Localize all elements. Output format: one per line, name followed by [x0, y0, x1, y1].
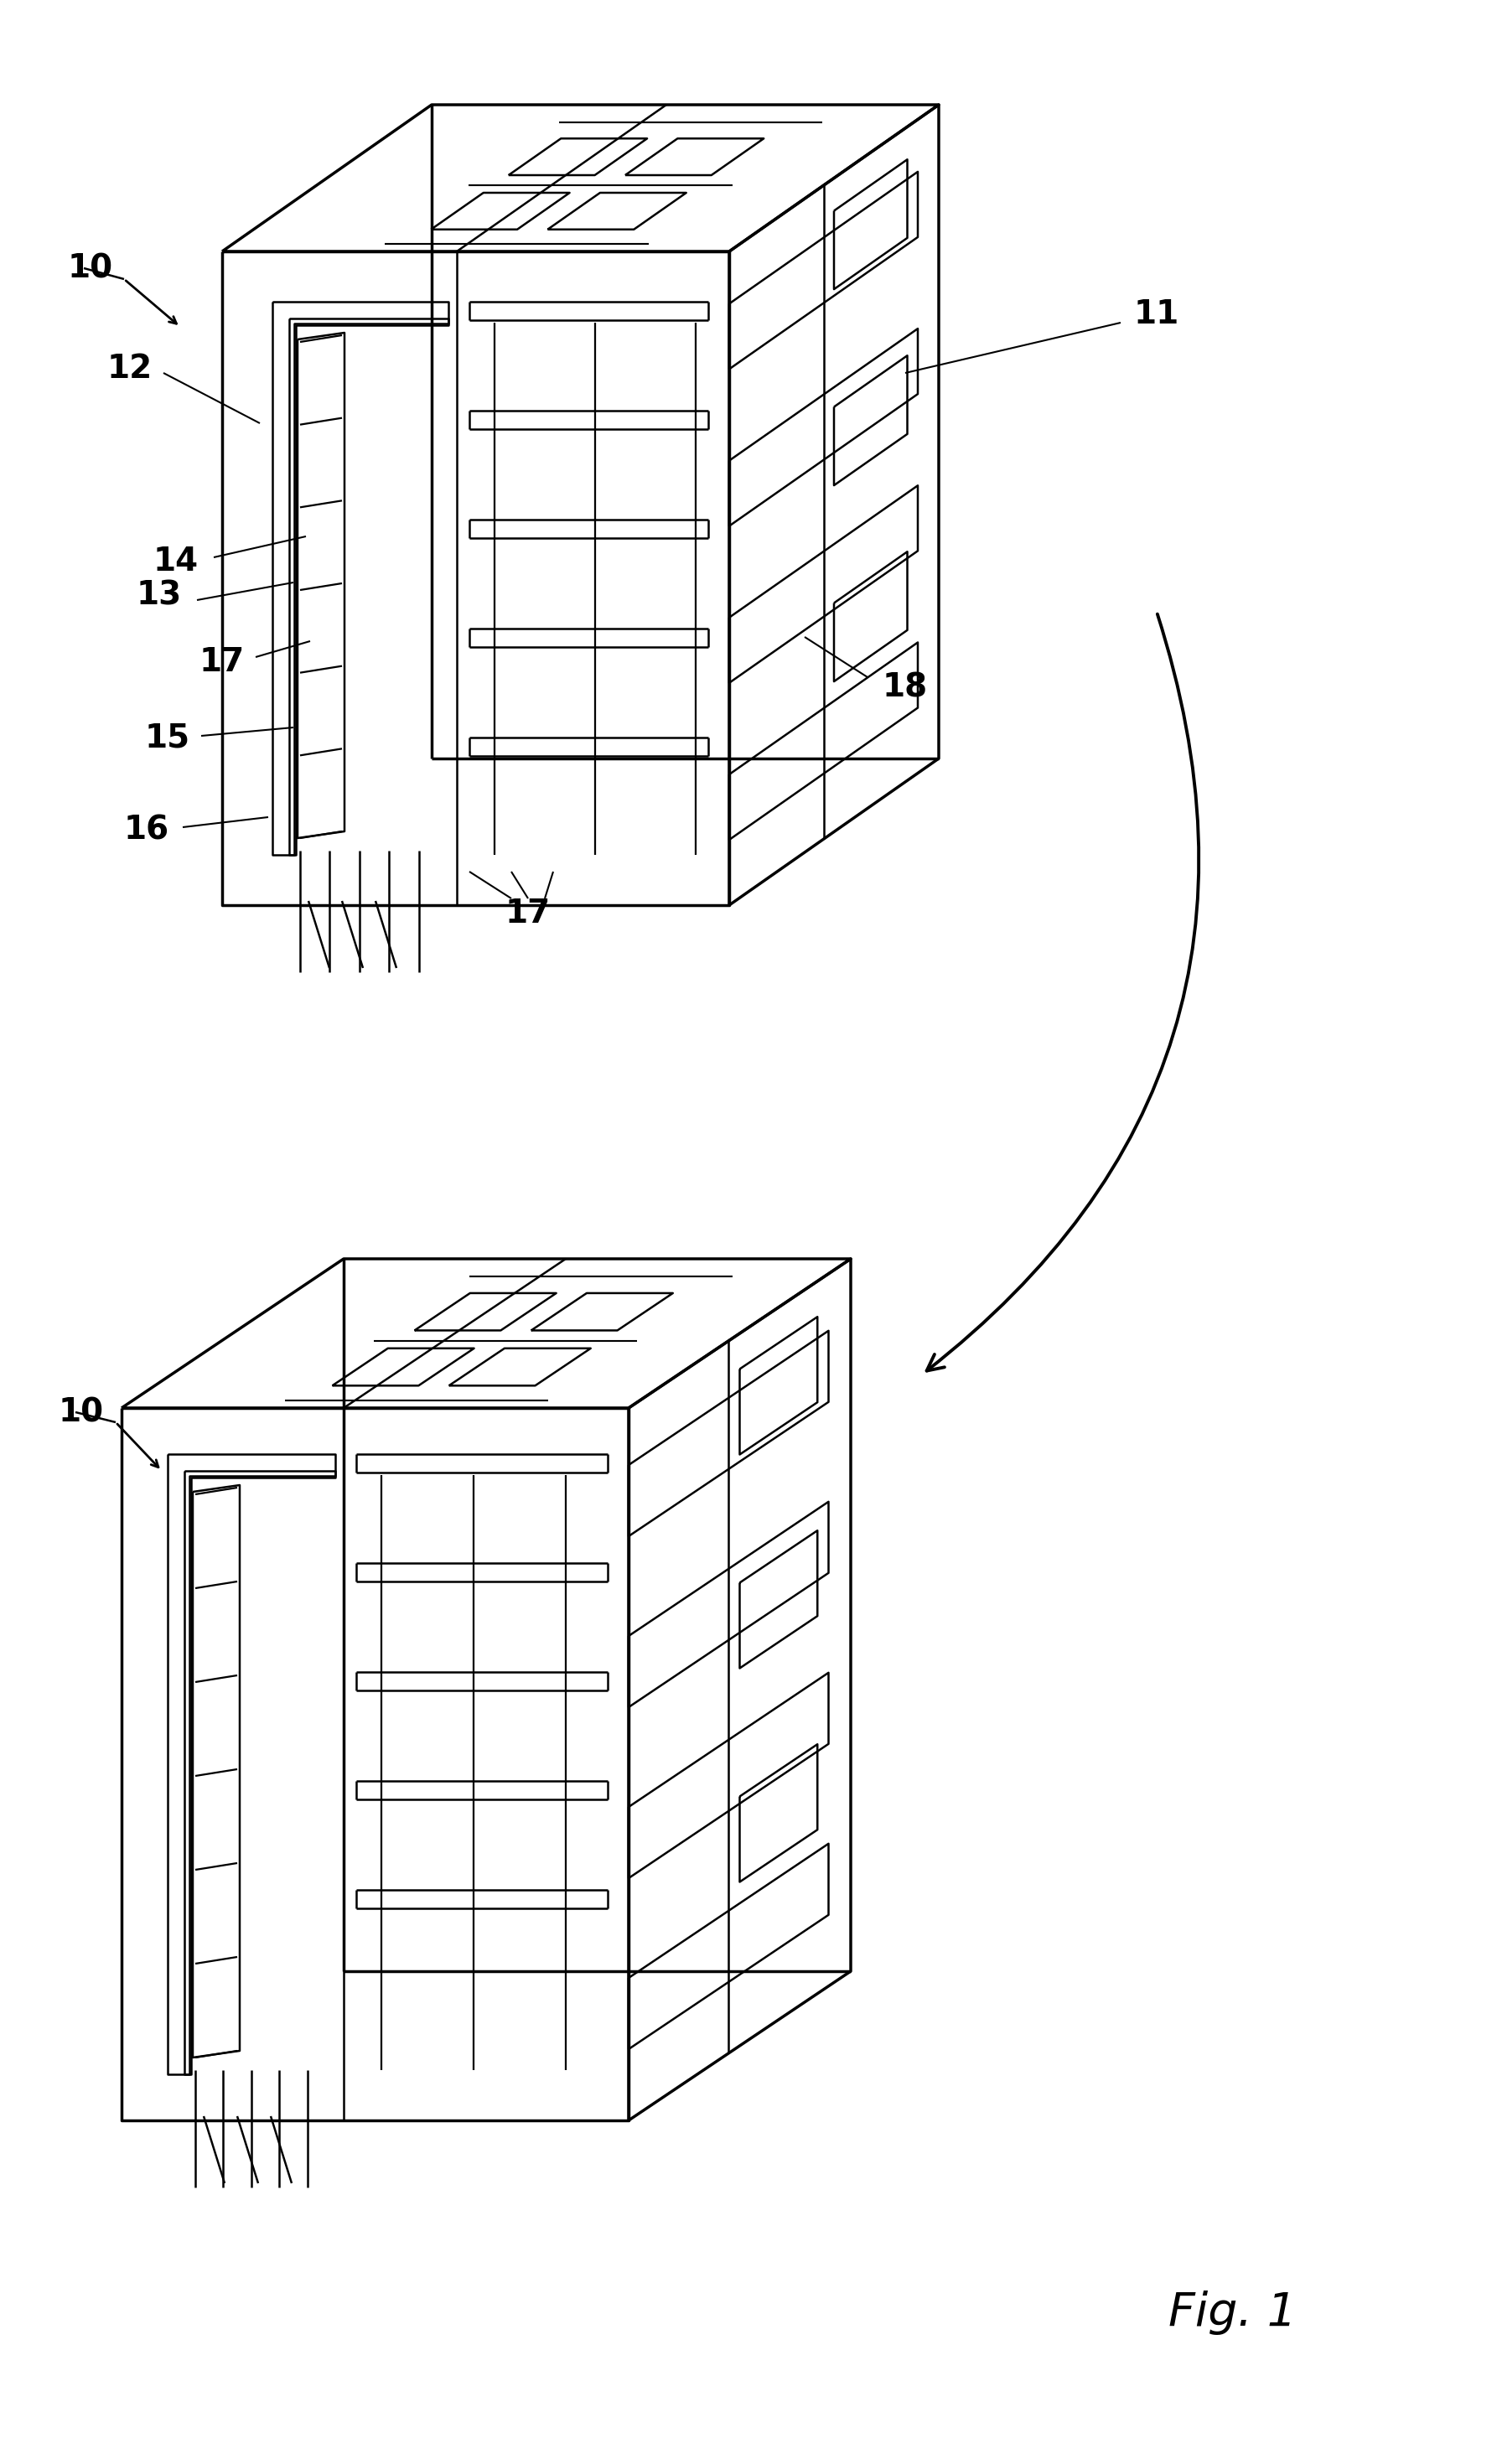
FancyArrowPatch shape: [927, 614, 1199, 1370]
Text: 10: 10: [68, 251, 113, 283]
Text: 18: 18: [883, 670, 928, 702]
Text: 15: 15: [146, 722, 191, 754]
Text: 17: 17: [200, 646, 245, 678]
Text: 11: 11: [1134, 298, 1179, 330]
Text: 16: 16: [125, 813, 170, 845]
Text: 10: 10: [59, 1397, 104, 1429]
Text: 14: 14: [153, 545, 198, 577]
Text: 17: 17: [505, 897, 551, 929]
Text: 12: 12: [107, 352, 153, 384]
Text: 13: 13: [137, 579, 182, 611]
Text: Fig. 1: Fig. 1: [1169, 2292, 1296, 2336]
